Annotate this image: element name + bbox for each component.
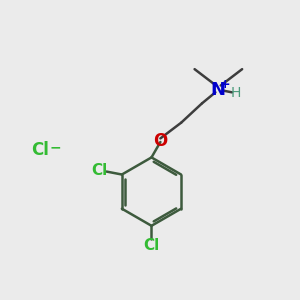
Text: Cl: Cl [31,141,49,159]
Text: Cl: Cl [143,238,160,253]
Text: O: O [154,132,168,150]
Text: +: + [220,78,230,91]
Text: Cl: Cl [91,163,107,178]
Text: H: H [231,86,242,100]
Text: −: − [50,141,61,154]
Text: N: N [211,81,226,99]
